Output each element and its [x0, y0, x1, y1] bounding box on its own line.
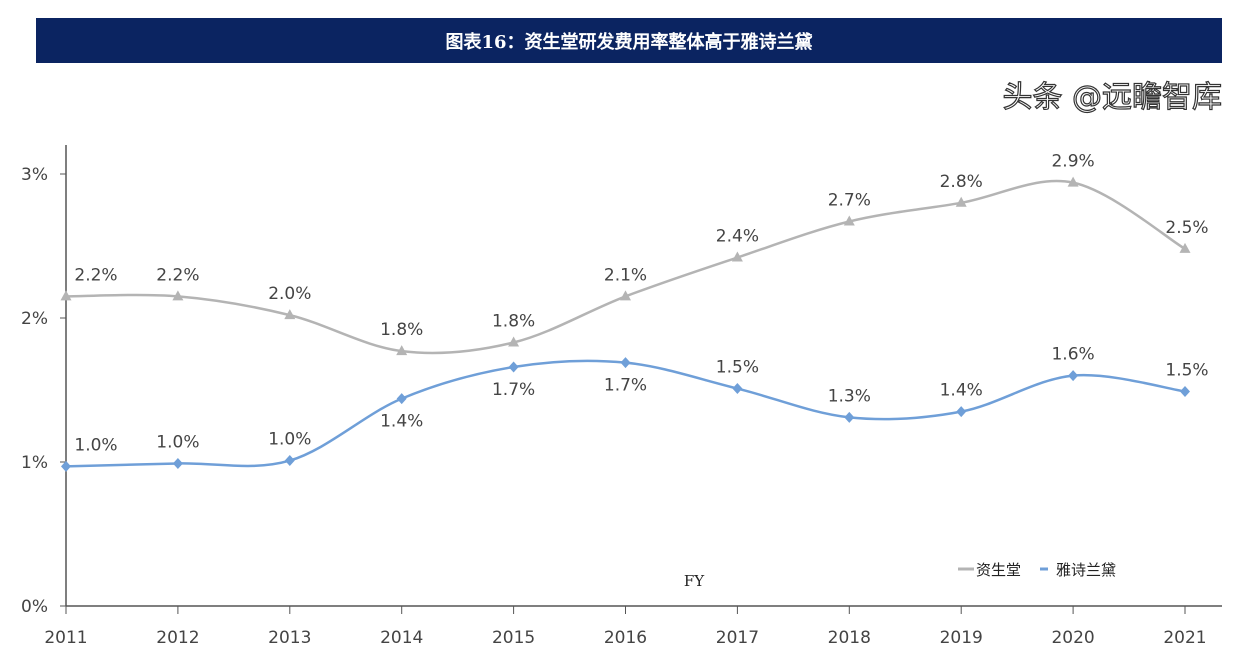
- diamond-marker: [1180, 385, 1190, 397]
- diamond-marker: [732, 383, 743, 395]
- x-tick-label: 2016: [604, 628, 647, 648]
- triangle-marker: [1067, 176, 1079, 187]
- data-label: 1.5%: [716, 358, 759, 378]
- x-tick-label: 2018: [828, 628, 871, 648]
- x-tick-label: 2021: [1163, 628, 1206, 648]
- data-label: 1.5%: [1165, 360, 1208, 380]
- triangle-marker: [1179, 242, 1191, 253]
- data-label: 1.8%: [492, 311, 535, 331]
- data-label: 1.3%: [828, 386, 871, 406]
- data-label: 1.7%: [492, 380, 535, 400]
- x-tick-label: 2013: [268, 628, 311, 648]
- diamond-marker: [284, 455, 295, 467]
- x-tick-label: 2015: [492, 628, 535, 648]
- diamond-marker: [396, 393, 407, 405]
- data-label: 1.4%: [940, 381, 983, 401]
- data-label: 2.8%: [940, 172, 983, 192]
- data-label: 1.0%: [74, 435, 117, 455]
- diamond-marker: [844, 411, 855, 423]
- triangle-marker: [396, 345, 408, 356]
- triangle-marker: [731, 251, 743, 262]
- chart-title: 图表16：资生堂研发费用率整体高于雅诗兰黛: [36, 18, 1222, 63]
- diamond-marker: [172, 457, 183, 469]
- data-label: 1.0%: [268, 430, 311, 450]
- data-label: 2.4%: [716, 227, 759, 247]
- data-label: 2.2%: [74, 265, 117, 285]
- data-label: 1.6%: [1051, 345, 1094, 365]
- x-tick-label: 2017: [716, 628, 759, 648]
- triangle-marker: [60, 290, 72, 301]
- triangle-marker: [172, 290, 184, 301]
- data-label: 2.0%: [268, 284, 311, 304]
- y-tick-label: 3%: [21, 165, 48, 185]
- data-label: 1.7%: [604, 376, 647, 396]
- x-tick-label: 2019: [940, 628, 983, 648]
- legend-label: 雅诗兰黛: [1056, 561, 1116, 579]
- triangle-marker: [508, 336, 520, 347]
- data-label: 2.7%: [828, 191, 871, 211]
- diamond-marker: [956, 406, 967, 418]
- y-tick-label: 0%: [21, 597, 48, 617]
- y-tick-label: 2%: [21, 309, 48, 329]
- data-label: 1.8%: [380, 320, 423, 340]
- triangle-marker: [620, 290, 631, 301]
- diamond-marker: [1068, 370, 1079, 382]
- data-label: 2.9%: [1051, 152, 1094, 172]
- x-tick-label: 2012: [156, 628, 199, 648]
- data-label: 1.4%: [380, 412, 423, 432]
- data-label: 2.1%: [604, 265, 647, 285]
- y-tick-label: 1%: [21, 453, 48, 473]
- x-axis-label: FY: [684, 572, 705, 590]
- data-label: 2.2%: [156, 265, 199, 285]
- triangle-marker: [284, 309, 296, 320]
- data-label: 1.0%: [156, 432, 199, 452]
- data-label: 2.5%: [1165, 218, 1208, 238]
- triangle-marker: [843, 215, 855, 226]
- watermark: 头条 @远瞻智库: [1002, 79, 1223, 115]
- x-tick-label: 2020: [1051, 628, 1094, 648]
- x-tick-label: 2011: [44, 628, 87, 648]
- x-tick-label: 2014: [380, 628, 423, 648]
- diamond-marker: [61, 460, 71, 472]
- diamond-marker: [508, 361, 519, 373]
- legend-label: 资生堂: [976, 561, 1021, 579]
- diamond-marker: [620, 357, 631, 369]
- triangle-marker: [955, 196, 967, 207]
